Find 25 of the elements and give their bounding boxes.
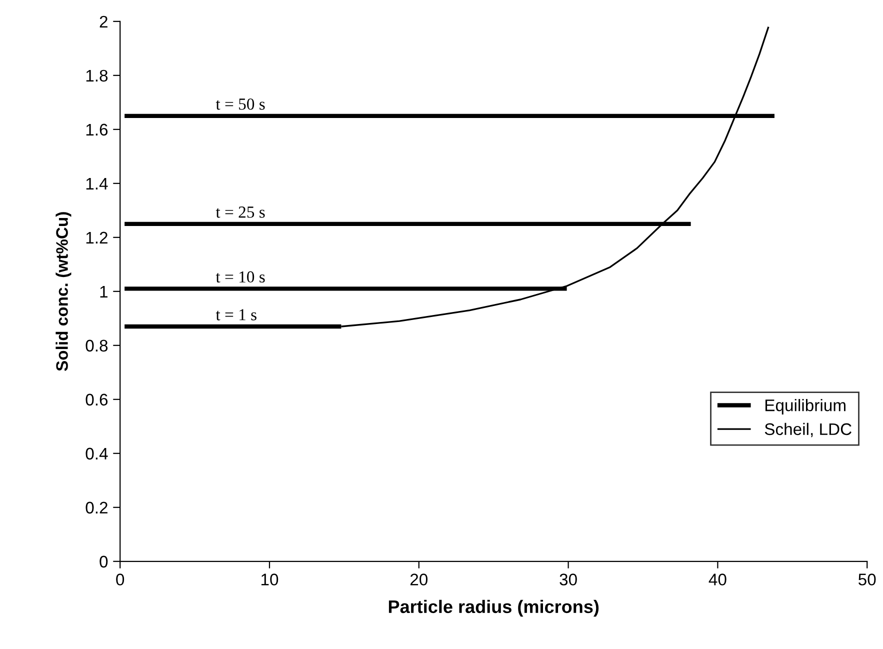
- y-tick-label: 0: [100, 556, 108, 568]
- y-tick-label: 1.2: [86, 232, 108, 244]
- annotation: t = 10 s: [216, 271, 265, 283]
- y-tick-label: 1.4: [86, 178, 108, 190]
- y-tick-label: 0.6: [86, 394, 108, 406]
- y-tick-label: 1: [100, 286, 108, 298]
- annotation: t = 1 s: [216, 309, 256, 320]
- x-tick-label: 50: [858, 574, 876, 586]
- x-axis-title: Particle radius (microns): [388, 600, 599, 617]
- annotation: t = 25 s: [216, 206, 265, 218]
- annotation: t = 50 s: [216, 98, 265, 110]
- y-tick-label: 0.8: [86, 340, 108, 352]
- legend-label: Equilibrium: [765, 398, 846, 415]
- x-tick-label: 10: [261, 574, 278, 586]
- y-tick-label: 0.2: [86, 502, 108, 514]
- legend-label: Scheil, LDC: [764, 422, 852, 438]
- x-tick-label: 0: [116, 574, 124, 586]
- x-tick-label: 30: [560, 574, 577, 586]
- x-tick-label: 20: [410, 574, 428, 586]
- y-axis-title: Solid conc. (wt%Cu): [56, 212, 72, 372]
- x-tick-label: 40: [708, 574, 726, 586]
- y-tick-label: 0.4: [86, 448, 108, 460]
- y-tick-label: 1.6: [86, 124, 108, 136]
- y-tick-label: 2: [100, 16, 108, 28]
- y-tick-label: 1.8: [86, 70, 108, 82]
